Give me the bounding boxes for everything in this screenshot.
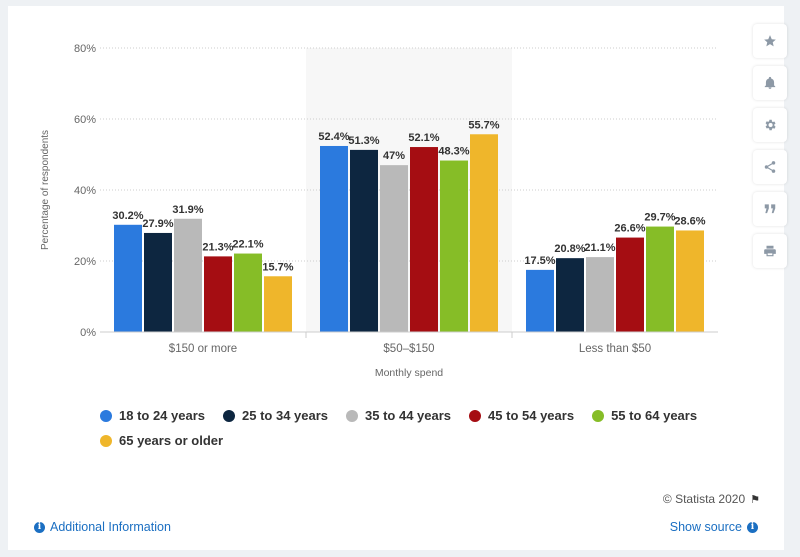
info-icon: i xyxy=(34,521,45,533)
show-source-label: Show source xyxy=(669,520,742,534)
data-label: 29.7% xyxy=(644,212,675,224)
legend-label: 65 years or older xyxy=(119,433,224,448)
flag-icon: ⚑ xyxy=(750,493,760,506)
statista-credit[interactable]: © Statista 2020 ⚑ xyxy=(663,492,760,506)
y-tick-label: 60% xyxy=(74,114,96,126)
legend-dot-icon xyxy=(100,434,112,447)
data-label: 21.3% xyxy=(202,241,233,253)
data-label: 20.8% xyxy=(554,243,585,255)
legend-label: 35 to 44 years xyxy=(365,408,452,423)
data-label: 22.1% xyxy=(232,239,263,251)
legend-label: 18 to 24 years xyxy=(119,408,206,423)
data-label: 51.3% xyxy=(348,135,379,147)
bar xyxy=(380,165,408,332)
data-label: 21.1% xyxy=(584,242,615,254)
info-icon: i xyxy=(747,521,758,533)
data-label: 52.4% xyxy=(318,131,349,143)
x-axis-title: Monthly spend xyxy=(375,367,443,379)
bar xyxy=(204,256,232,332)
legend-dot-icon xyxy=(346,409,359,422)
data-label: 48.3% xyxy=(438,146,469,158)
data-label: 52.1% xyxy=(408,132,439,144)
quote-icon[interactable] xyxy=(753,192,787,226)
bar xyxy=(616,237,644,332)
x-tick-label: $50–$150 xyxy=(383,343,434,355)
bar xyxy=(264,276,292,332)
bar xyxy=(586,257,614,332)
legend-dot-icon xyxy=(100,409,112,422)
bar xyxy=(556,258,584,332)
additional-information-link[interactable]: i Additional Information xyxy=(34,520,171,534)
bar xyxy=(646,226,674,332)
y-tick-label: 0% xyxy=(80,327,96,339)
share-icon[interactable] xyxy=(753,150,787,184)
bar-chart: 30.2%27.9% 31.9% 21.3%22.1% 15.7% 52.4%51.3%… xyxy=(40,43,718,379)
legend-label: 45 to 54 years xyxy=(488,408,575,423)
legend-label: 55 to 64 years xyxy=(611,408,698,423)
legend: 18 to 24 years 25 to 34 years 35 to 44 yea… xyxy=(100,408,730,448)
star-icon[interactable] xyxy=(753,24,787,58)
legend-item[interactable]: 18 to 24 years xyxy=(100,408,205,423)
data-label: 47% xyxy=(383,150,405,162)
bar xyxy=(114,224,142,332)
y-axis-title: Percentage of respondents xyxy=(40,130,51,250)
bar xyxy=(526,269,554,332)
legend-label: 25 to 34 years xyxy=(242,408,329,423)
bar xyxy=(410,147,438,332)
bar xyxy=(440,160,468,332)
legend-item[interactable]: 25 to 34 years xyxy=(223,408,328,423)
chart-card: 30.2% 27.9% 31.9% 21.3% 22.1% 15.7% 52.4% 51.3%… xyxy=(8,6,787,550)
print-icon[interactable] xyxy=(753,234,787,268)
toolbar xyxy=(753,24,787,276)
x-tick-label: $150 or more xyxy=(169,343,237,355)
data-label: 15.7% xyxy=(262,261,293,273)
bar xyxy=(234,253,262,332)
y-tick-label: 20% xyxy=(74,256,96,268)
gear-icon[interactable] xyxy=(753,108,787,142)
data-label: 27.9% xyxy=(142,218,173,230)
legend-dot-icon xyxy=(469,409,482,422)
bar xyxy=(320,145,348,332)
y-tick-label: 80% xyxy=(74,43,96,55)
show-source-link[interactable]: Show source i xyxy=(670,520,758,534)
x-tick-label: Less than $50 xyxy=(579,343,651,355)
legend-item[interactable]: 35 to 44 years xyxy=(346,408,451,423)
legend-dot-icon xyxy=(592,409,605,422)
bar xyxy=(174,218,202,332)
data-label: 26.6% xyxy=(614,223,645,235)
data-label: 17.5% xyxy=(524,255,555,267)
legend-item[interactable]: 55 to 64 years xyxy=(592,408,697,423)
data-label: 28.6% xyxy=(674,215,705,227)
legend-item[interactable]: 65 years or older xyxy=(100,433,223,448)
data-label: 31.9% xyxy=(172,204,203,216)
additional-information-label: Additional Information xyxy=(50,520,171,534)
data-label: 30.2% xyxy=(112,210,143,222)
bar xyxy=(470,134,498,332)
bell-icon[interactable] xyxy=(753,66,787,100)
legend-item[interactable]: 45 to 54 years xyxy=(469,408,574,423)
bar xyxy=(350,149,378,332)
bar xyxy=(144,232,172,332)
credit-text: © Statista 2020 xyxy=(662,492,746,506)
legend-dot-icon xyxy=(223,409,236,422)
y-tick-label: 40% xyxy=(74,185,96,197)
data-label: 55.7% xyxy=(468,119,499,131)
bar xyxy=(676,230,704,332)
